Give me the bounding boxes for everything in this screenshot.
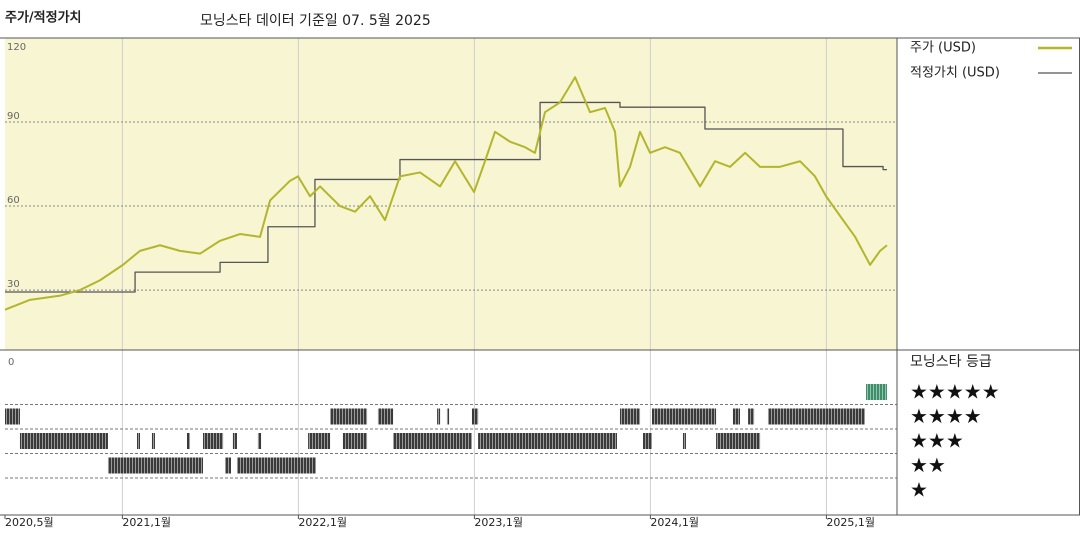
rating-bar [330,408,368,425]
rating-bar [308,433,331,449]
rating-legend-stars: ★★★★ [910,404,982,428]
rating-legend-stars: ★★★ [910,429,964,453]
rating-bar [151,433,155,449]
rating-bar [137,433,140,449]
y-tick-label: 120 [7,42,26,53]
rating-bar [19,433,108,449]
rating-bar [478,433,617,449]
rating-bar [651,408,717,425]
legend-label: 주가 (USD) [910,41,976,56]
rating-bar [767,408,865,425]
y-tick-label: 60 [7,195,20,206]
x-tick-label: 2020,5월 [5,516,54,529]
rating-bar [471,408,479,425]
x-tick-label: 2022,1월 [298,516,347,529]
rating-legend-stars: ★★ [910,453,946,477]
plot-background [5,38,897,350]
rating-bar [236,457,317,474]
legend-label: 적정가치 (USD) [910,66,1000,81]
y-tick-label: 90 [7,111,20,122]
rating-bar [619,408,641,425]
rating-bar [203,433,224,449]
rating-bar [232,433,237,449]
rating-bar [393,433,472,449]
rating-bar [377,408,394,425]
rating-legend-stars: ★ [910,478,928,502]
series-line [4,76,888,311]
chart-subtitle: 모닝스타 데이터 기준일 07. 5월 2025 [200,13,431,29]
rating-bar [446,408,450,425]
rating-bar [437,408,441,425]
backgrounds [5,38,897,350]
rating-bar [732,408,741,425]
rating-bar [5,408,20,425]
rating-bar [186,433,190,449]
rating-axis-label: 0 [8,357,14,368]
rating-bar [682,433,686,449]
x-tick-label: 2023,1월 [474,516,523,529]
x-tick-label: 2025,1월 [826,516,875,529]
rating-bar [866,384,887,400]
rating-legend-stars: ★★★★★ [910,380,1000,404]
rating-bar [225,457,231,474]
rating-bar [716,433,761,449]
rating-bar [257,433,262,449]
rating-bar [643,433,652,449]
rating-bar [107,457,204,474]
x-tick-label: 2021,1월 [122,516,171,529]
x-tick-label: 2024,1월 [650,516,699,529]
series-line [5,101,887,293]
y-tick-label: 30 [7,279,20,290]
rating-bar [748,408,755,425]
rating-title: 모닝스타 등급 [910,354,992,370]
chart-title: 주가/적정가치 [5,10,82,26]
rating-bar [342,433,368,449]
